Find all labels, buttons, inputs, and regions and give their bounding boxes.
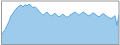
marks [1, 4, 119, 44]
y-axis [1, 2, 2, 45]
line [1, 4, 119, 36]
plot-area [1, 1, 120, 45]
chart [0, 0, 120, 45]
frame-line [1, 1, 119, 2]
axis-line [1, 2, 2, 45]
area [1, 4, 119, 44]
frame-line [119, 1, 120, 44]
axis-line [2, 44, 120, 45]
x-axis [2, 44, 120, 45]
